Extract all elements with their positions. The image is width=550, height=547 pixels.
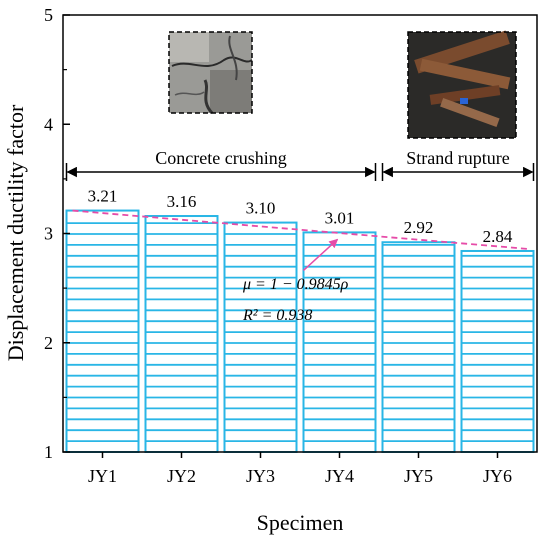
y-tick-label: 5 [44,5,53,25]
bar-JY3 [223,221,298,453]
bars [65,209,535,453]
y-axis-label: Displacement ductility factor [3,104,28,361]
annotation-range: Strand rupture [381,147,535,181]
x-tick-label: JY4 [325,466,354,486]
annotations: Concrete crushing Strand rupture [65,147,535,181]
x-axis-label: Specimen [257,510,344,535]
bar-JY5 [381,241,456,453]
annotation-label-bg [402,147,514,169]
x-tick-label: JY5 [404,466,433,486]
fit-pointer-arrow [302,238,339,271]
bar-rect [381,241,456,453]
y-tick-label: 3 [44,224,53,244]
bar-JY6 [460,249,535,453]
x-axis: JY1 JY2 JY3 JY4 JY5 JY6 [88,452,512,486]
annotation-label: Concrete crushing [155,148,286,168]
concrete-crushing-photo [168,31,253,115]
fit-line-group [72,209,529,271]
strand-rupture-photo [407,30,517,139]
value-label: 2.84 [483,227,513,246]
y-tick-label: 2 [44,333,53,353]
value-label: 3.01 [325,208,355,227]
bar-JY2 [144,215,219,453]
value-label: 3.10 [246,199,276,218]
x-tick-label: JY6 [483,466,512,486]
bar-JY1 [65,209,140,453]
annotation-label-bg [151,147,291,169]
bar-rect [144,215,219,453]
fit-line [72,209,529,250]
bar-rect [223,221,298,453]
bar-rect [460,249,535,453]
annotation-label: Strand rupture [406,148,509,168]
y-tick-label: 1 [44,442,53,462]
fit-equation-r2: R² = 0.938 [242,307,312,324]
y-axis: 1 2 3 4 5 [44,5,70,462]
annotation-range: Concrete crushing [65,147,377,181]
value-labels: 3.21 3.16 3.10 3.01 2.92 2.84 [88,187,513,246]
bar-JY4 [302,231,377,453]
x-tick-label: JY2 [167,466,196,486]
x-tick-label: JY3 [246,466,275,486]
value-label: 3.21 [88,187,118,206]
fit-equation-mu: μ = 1 − 0.9845ρ [242,276,349,293]
value-label: 2.92 [404,218,434,237]
value-label: 3.16 [167,192,197,211]
x-tick-label: JY1 [88,466,117,486]
y-tick-label: 4 [44,114,53,134]
